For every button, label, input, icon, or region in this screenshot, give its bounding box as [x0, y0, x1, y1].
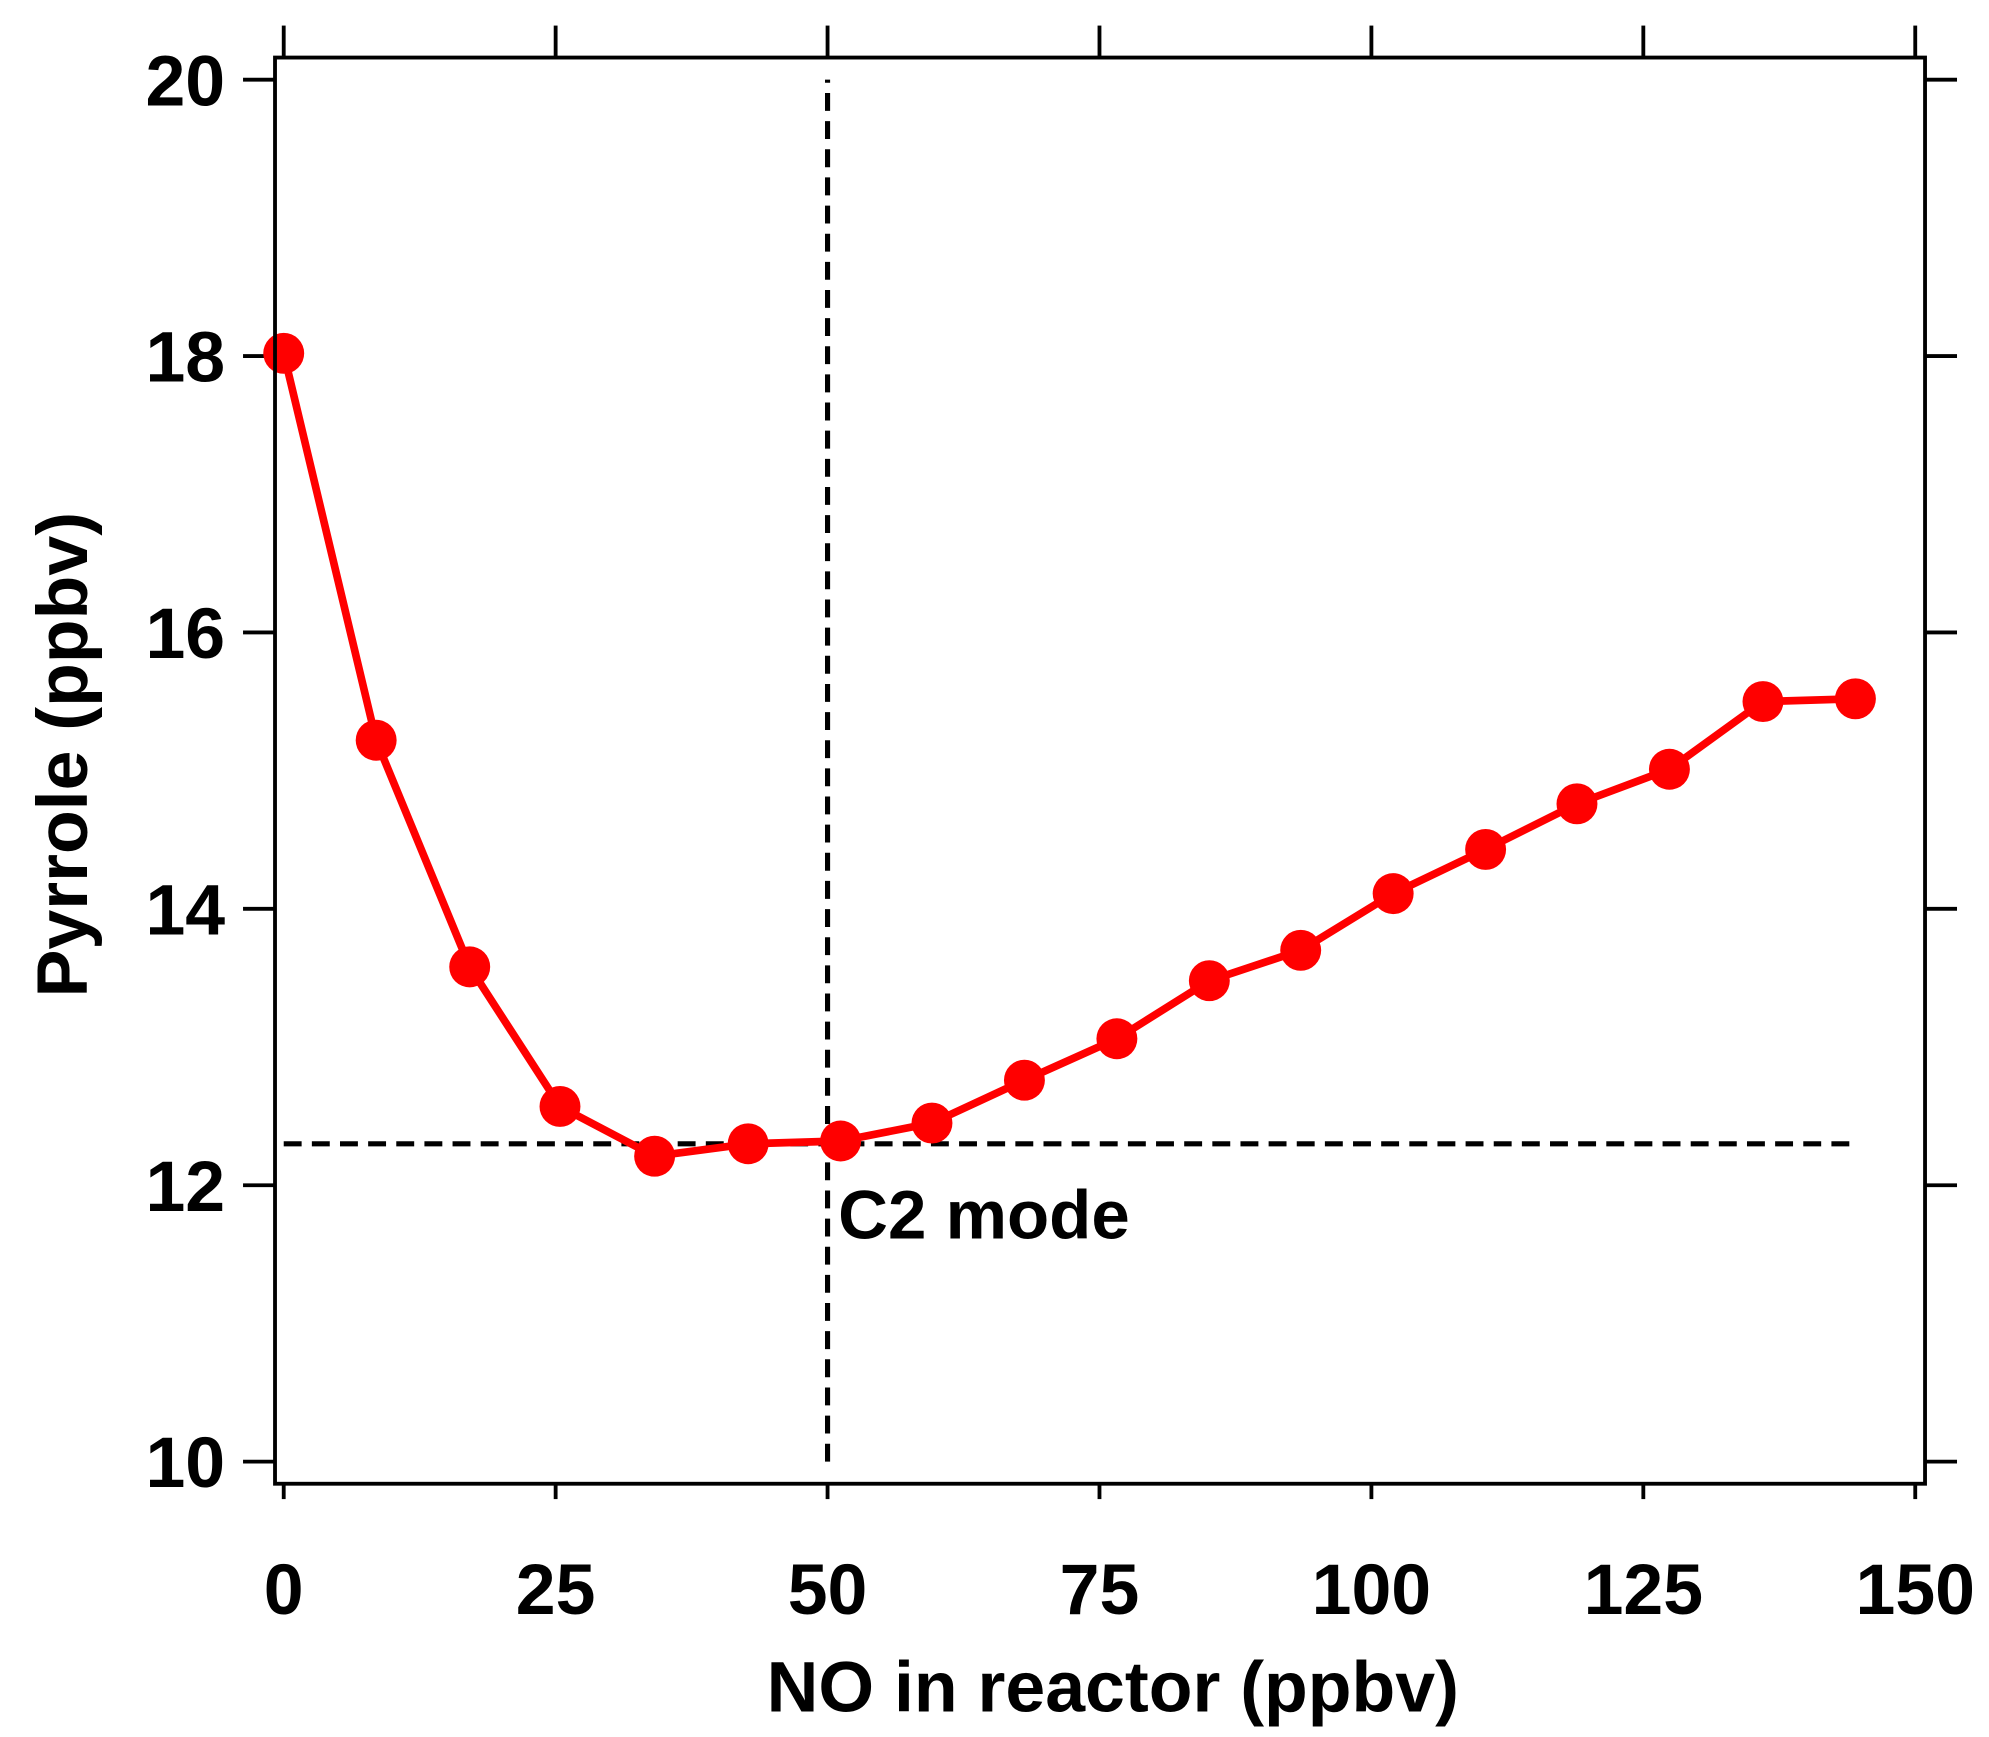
x-tick-label: 150: [1856, 1550, 1975, 1630]
data-point: [1556, 783, 1598, 825]
x-tick-label: 50: [788, 1550, 868, 1630]
data-point: [1003, 1059, 1045, 1101]
data-point: [263, 332, 305, 374]
plot-frame: [273, 55, 1927, 1486]
data-point: [1188, 960, 1230, 1002]
data-point: [820, 1120, 862, 1162]
y-tick-label: 14: [145, 870, 225, 950]
x-tick-label: 75: [1060, 1550, 1140, 1630]
data-point: [1742, 681, 1784, 723]
x-tick-label: 25: [516, 1550, 596, 1630]
data-point: [449, 946, 491, 988]
x-axis-label: NO in reactor (ppbv): [767, 1647, 1459, 1727]
data-point: [1465, 828, 1507, 870]
y-axis-label: Pyrrole (ppbv): [23, 512, 103, 997]
y-tick-label: 10: [145, 1423, 225, 1503]
y-tick-label: 20: [145, 41, 225, 121]
data-point: [1834, 678, 1876, 720]
y-tick-label: 16: [145, 594, 225, 674]
data-point: [1372, 873, 1414, 915]
x-tick-label: 0: [264, 1550, 304, 1630]
series-line: [279, 352, 1856, 1161]
data-point: [1096, 1018, 1138, 1060]
y-tick-label: 12: [145, 1147, 225, 1227]
data-point: [539, 1086, 581, 1127]
data-point: [355, 719, 397, 761]
data-point: [911, 1102, 953, 1144]
annotation-c2-mode: C2 mode: [838, 1175, 1130, 1253]
x-tick-label: 100: [1312, 1550, 1431, 1630]
x-tick-label: 125: [1584, 1550, 1703, 1630]
data-point: [1648, 748, 1690, 790]
data-point: [1280, 929, 1322, 971]
data-point: [727, 1123, 769, 1165]
y-tick-label: 18: [145, 318, 225, 398]
data-point: [634, 1135, 676, 1177]
